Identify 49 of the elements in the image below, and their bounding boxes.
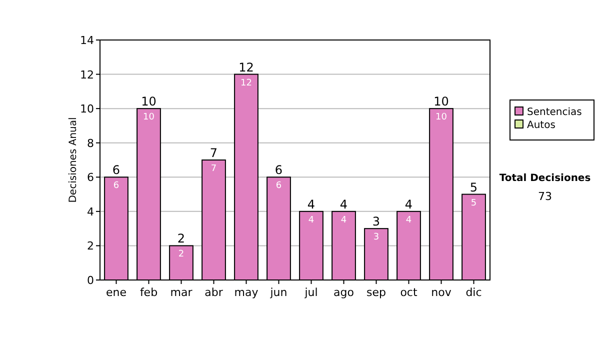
data-label: 6	[276, 181, 282, 192]
y-tick-label: 14	[80, 34, 94, 47]
x-tick-label: may	[234, 286, 259, 299]
x-tick-label: ago	[334, 286, 354, 299]
total-label: 4	[307, 197, 316, 212]
x-tick-label: feb	[140, 286, 158, 299]
total-label: 4	[340, 197, 348, 212]
y-tick-label: 2	[87, 240, 94, 253]
y-tick-label: 6	[87, 171, 94, 184]
total-label: 5	[470, 180, 478, 194]
data-label: 10	[436, 112, 448, 123]
data-label: 10	[143, 112, 155, 123]
data-label: 2	[178, 250, 184, 260]
data-label: 3	[373, 232, 380, 243]
total-label: 10	[434, 94, 449, 109]
total-label: 6	[112, 163, 120, 178]
data-label: 6	[113, 181, 120, 192]
y-tick-label: 10	[80, 102, 94, 116]
data-label: 4	[340, 215, 347, 226]
x-tick-label: abr	[204, 286, 224, 299]
total-label: 6	[274, 163, 283, 178]
y-tick-label: 0	[87, 274, 94, 287]
data-label: 5	[470, 198, 477, 208]
y-axis-title: Decisiones Anual	[68, 117, 79, 203]
x-tick-label: dic	[466, 286, 482, 299]
total-label: 3	[372, 214, 380, 229]
data-label: 4	[406, 215, 412, 226]
legend-label: Sentencias	[527, 107, 582, 118]
total-label: 7	[210, 146, 218, 160]
legend-label: Autos	[527, 120, 556, 131]
x-tick-label: nov	[431, 286, 452, 299]
data-label: 4	[308, 215, 314, 226]
y-tick-label: 4	[87, 205, 94, 218]
total-label: 4	[404, 197, 413, 212]
total-label: 10	[141, 94, 156, 109]
total-label: 2	[177, 232, 186, 246]
x-tick-label: oct	[400, 286, 418, 299]
x-tick-label: mar	[170, 286, 193, 299]
x-tick-label: jul	[304, 286, 318, 299]
x-tick-label: jun	[269, 286, 288, 299]
text: 73	[538, 190, 552, 203]
y-tick-label: 12	[80, 68, 94, 82]
y-tick-label: 8	[87, 136, 94, 150]
x-tick-label: ene	[106, 286, 127, 299]
x-tick-label: sep	[366, 286, 386, 299]
text: Total Decisiones	[499, 173, 591, 184]
data-label: 12	[240, 78, 252, 88]
data-label: 7	[210, 164, 217, 174]
total-label: 12	[238, 60, 254, 74]
